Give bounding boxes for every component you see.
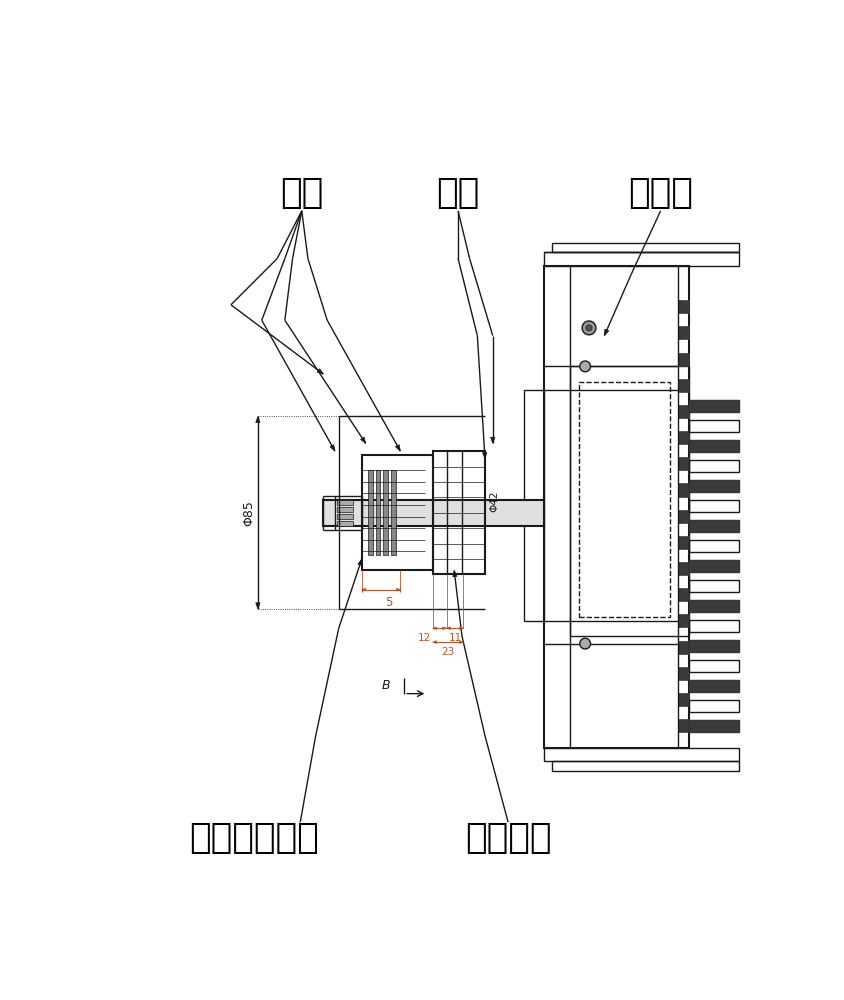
- Bar: [383, 470, 387, 555]
- Bar: [544, 252, 738, 266]
- Bar: [391, 470, 395, 555]
- Bar: [688, 600, 738, 612]
- Bar: [688, 660, 738, 672]
- Bar: [688, 480, 738, 492]
- Bar: [677, 641, 688, 654]
- Bar: [688, 520, 738, 532]
- Bar: [677, 483, 688, 497]
- Bar: [688, 620, 738, 632]
- Bar: [688, 400, 738, 412]
- Bar: [544, 748, 738, 761]
- Bar: [688, 560, 738, 572]
- Bar: [361, 455, 432, 570]
- Text: 转轴: 转轴: [436, 176, 479, 210]
- Bar: [323, 500, 544, 526]
- Bar: [688, 700, 738, 712]
- Bar: [688, 440, 738, 452]
- Bar: [688, 460, 738, 472]
- Bar: [337, 521, 352, 526]
- Bar: [688, 420, 738, 432]
- Bar: [688, 400, 738, 412]
- Bar: [688, 640, 738, 652]
- Text: 5: 5: [385, 596, 392, 609]
- Polygon shape: [432, 641, 436, 643]
- Bar: [334, 496, 361, 530]
- Polygon shape: [330, 445, 334, 451]
- Bar: [677, 300, 688, 313]
- Bar: [688, 720, 738, 732]
- Bar: [551, 243, 738, 252]
- Polygon shape: [442, 627, 446, 630]
- Bar: [677, 510, 688, 523]
- Bar: [677, 667, 688, 680]
- Circle shape: [579, 361, 590, 372]
- Bar: [368, 470, 372, 555]
- Polygon shape: [490, 437, 495, 443]
- Bar: [688, 480, 738, 492]
- Bar: [677, 562, 688, 575]
- Text: B: B: [381, 679, 390, 692]
- Bar: [677, 326, 688, 339]
- Text: 23: 23: [441, 647, 454, 657]
- Text: Φ85: Φ85: [242, 500, 255, 526]
- Circle shape: [585, 325, 592, 331]
- Circle shape: [579, 638, 590, 649]
- Polygon shape: [361, 588, 365, 591]
- Polygon shape: [316, 369, 323, 374]
- Text: 后端盖: 后端盖: [627, 176, 692, 210]
- Bar: [677, 588, 688, 601]
- Bar: [569, 366, 688, 636]
- Polygon shape: [256, 603, 260, 609]
- Bar: [677, 719, 688, 732]
- Polygon shape: [395, 445, 400, 451]
- Circle shape: [582, 321, 595, 335]
- Bar: [688, 600, 738, 612]
- Bar: [523, 389, 544, 620]
- Text: 磁环: 磁环: [280, 176, 323, 210]
- Bar: [677, 614, 688, 627]
- Bar: [544, 266, 688, 748]
- Bar: [677, 405, 688, 418]
- Bar: [677, 379, 688, 392]
- Bar: [677, 353, 688, 366]
- Bar: [688, 720, 738, 732]
- Bar: [376, 470, 380, 555]
- Polygon shape: [446, 627, 450, 630]
- Bar: [677, 536, 688, 549]
- Bar: [432, 451, 484, 574]
- Polygon shape: [360, 437, 365, 443]
- Bar: [337, 514, 352, 519]
- Bar: [688, 540, 738, 552]
- Bar: [337, 507, 352, 512]
- Polygon shape: [357, 559, 361, 565]
- Bar: [688, 680, 738, 692]
- Polygon shape: [432, 627, 436, 630]
- Text: 磁环压板: 磁环压板: [464, 821, 551, 855]
- Bar: [688, 440, 738, 452]
- Bar: [551, 761, 738, 771]
- Bar: [677, 693, 688, 706]
- Bar: [677, 457, 688, 470]
- Text: 磁环固定螺钉: 磁环固定螺钉: [189, 821, 318, 855]
- Bar: [688, 640, 738, 652]
- Text: Φ42: Φ42: [489, 490, 498, 512]
- Polygon shape: [459, 641, 463, 643]
- Polygon shape: [452, 570, 457, 577]
- Bar: [688, 560, 738, 572]
- Bar: [677, 431, 688, 444]
- Bar: [578, 382, 669, 617]
- Polygon shape: [459, 627, 463, 630]
- Polygon shape: [603, 329, 609, 336]
- Polygon shape: [482, 453, 486, 459]
- Bar: [688, 520, 738, 532]
- Bar: [688, 580, 738, 592]
- Bar: [337, 500, 352, 505]
- Bar: [688, 500, 738, 512]
- Text: 11: 11: [448, 633, 461, 643]
- Bar: [688, 680, 738, 692]
- Text: 12: 12: [418, 633, 430, 643]
- Polygon shape: [396, 588, 400, 591]
- Polygon shape: [256, 416, 260, 423]
